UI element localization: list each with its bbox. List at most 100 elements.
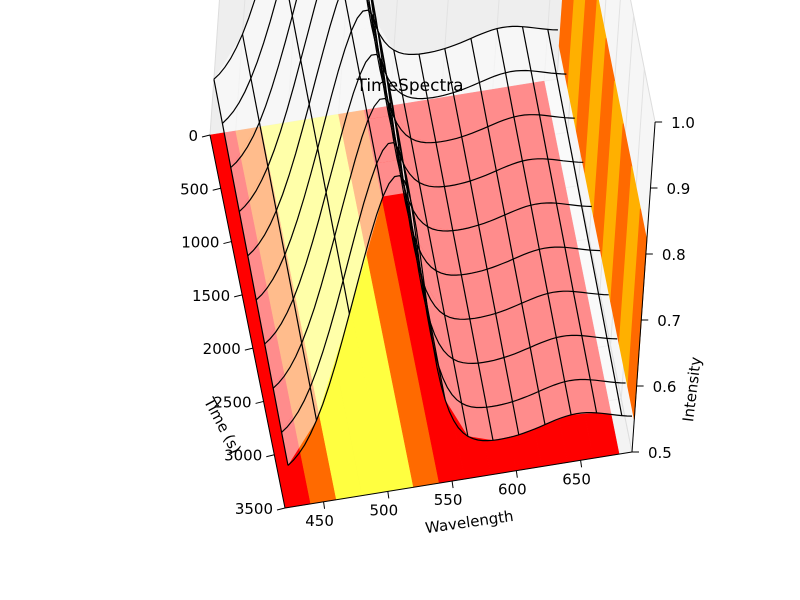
surface-patch bbox=[230, 122, 268, 212]
surface-patch bbox=[539, 247, 574, 294]
y-tick-label: 2500 bbox=[213, 393, 251, 411]
surface-patch bbox=[564, 379, 597, 415]
surface-patch bbox=[505, 70, 540, 117]
chart-title: TimeSpectra bbox=[355, 76, 463, 96]
surface-patch bbox=[256, 254, 294, 344]
surface-patch bbox=[581, 335, 616, 383]
surface-patch bbox=[470, 28, 506, 83]
surface-patch bbox=[326, 75, 369, 237]
z-tick-label: 0.9 bbox=[666, 180, 690, 198]
x-axis-line bbox=[284, 451, 633, 509]
surface-patch bbox=[487, 116, 523, 171]
surface-patch bbox=[284, 148, 327, 299]
axes: 450 500 550 600 650 0 500 1000 1500 2000 2500 3000 3… bbox=[180, 114, 695, 530]
y-tick-label: 0 bbox=[188, 127, 198, 145]
surface-patch bbox=[521, 293, 557, 348]
y-tick-label: 3500 bbox=[235, 500, 273, 518]
surface-mesh-line bbox=[344, 0, 384, 197]
surface-mesh-line bbox=[238, 0, 584, 213]
surface-patch bbox=[504, 205, 540, 260]
y-tick bbox=[255, 400, 264, 404]
x-tick-label: 450 bbox=[305, 512, 334, 530]
surface-patch bbox=[487, 259, 522, 314]
surface-mesh-line bbox=[255, 9, 601, 301]
y-tick-label: 500 bbox=[180, 180, 209, 198]
y-axis-line bbox=[209, 134, 286, 509]
surface-patch bbox=[478, 357, 513, 408]
back-gridline bbox=[440, 0, 449, 98]
surface-mesh-line bbox=[213, 0, 558, 80]
surface-patch bbox=[444, 181, 479, 231]
y-tick bbox=[266, 454, 275, 458]
y-tick-label: 1000 bbox=[181, 234, 219, 252]
y-tick bbox=[201, 134, 211, 138]
surface-patch bbox=[452, 225, 488, 275]
surface-mesh-line bbox=[221, 0, 567, 124]
surface-patch bbox=[301, 236, 344, 388]
surface-patch bbox=[310, 280, 350, 421]
x-tick bbox=[387, 491, 390, 499]
surface-patch bbox=[393, 50, 428, 99]
surface-mesh-line bbox=[393, 49, 469, 437]
surface-mesh-line bbox=[247, 0, 592, 257]
surface-patch bbox=[513, 249, 548, 304]
surface-patch bbox=[427, 92, 462, 143]
surface-mesh-line bbox=[241, 34, 318, 421]
surface-patch bbox=[522, 159, 557, 206]
surface-patch bbox=[453, 359, 487, 408]
surface-patch bbox=[267, 60, 310, 211]
surface-mesh-line bbox=[281, 141, 626, 433]
surface-patch bbox=[300, 0, 340, 105]
x-axis-label: Wavelength bbox=[424, 507, 515, 537]
x-tick bbox=[580, 460, 583, 468]
surface-mesh-line bbox=[470, 38, 546, 425]
z-tick-label: 1.0 bbox=[671, 114, 695, 132]
z-axis-label: Intensity bbox=[679, 356, 705, 423]
surface-patch bbox=[436, 270, 470, 319]
x-tick bbox=[451, 480, 454, 489]
surface-patch bbox=[522, 26, 557, 74]
surface-patch bbox=[479, 72, 514, 127]
surface-patch bbox=[250, 0, 293, 123]
x-tick bbox=[323, 501, 326, 509]
surface-mesh-line bbox=[272, 97, 618, 389]
y-tick bbox=[212, 187, 221, 191]
surface-patch bbox=[273, 343, 311, 433]
surface-patch bbox=[419, 48, 454, 99]
surface-patch bbox=[573, 291, 607, 339]
surface-mesh-line bbox=[521, 26, 598, 414]
surface-patch bbox=[547, 291, 582, 338]
right-wall-contour-projection bbox=[558, 0, 648, 420]
surface-patch bbox=[496, 161, 531, 215]
surface-patch bbox=[276, 104, 318, 255]
surface-patch bbox=[453, 82, 488, 137]
surface-patch bbox=[547, 159, 582, 206]
surface-patch bbox=[419, 182, 453, 231]
surface-patch bbox=[343, 163, 383, 314]
x-tick-label: 500 bbox=[369, 501, 398, 519]
surface-mesh-line bbox=[230, 0, 575, 168]
surface-patch bbox=[469, 313, 504, 364]
y-tick-label: 2000 bbox=[203, 340, 241, 358]
z-axis-line bbox=[631, 121, 656, 453]
surface-patch bbox=[281, 387, 317, 466]
surface-patch bbox=[427, 226, 462, 275]
surface-patch bbox=[556, 203, 591, 251]
y-tick-label: 3000 bbox=[224, 447, 262, 465]
z-tick-label: 0.7 bbox=[657, 312, 681, 330]
surface-patch bbox=[242, 0, 276, 79]
surface-patch bbox=[531, 70, 565, 118]
surface-patch bbox=[264, 299, 302, 389]
surface-patch bbox=[410, 138, 445, 187]
right-wall-contour-band bbox=[567, 0, 587, 132]
surface-patch bbox=[512, 391, 545, 435]
surface-patch bbox=[292, 0, 318, 60]
y-tick bbox=[223, 241, 232, 245]
surface-mesh-line bbox=[444, 48, 520, 435]
surface-patch bbox=[530, 337, 565, 392]
surface-patch bbox=[564, 247, 599, 295]
y-tick bbox=[234, 294, 243, 298]
surface-patch bbox=[497, 26, 531, 73]
surface-mesh-line bbox=[288, 0, 350, 314]
surface-mesh-line bbox=[264, 53, 609, 345]
